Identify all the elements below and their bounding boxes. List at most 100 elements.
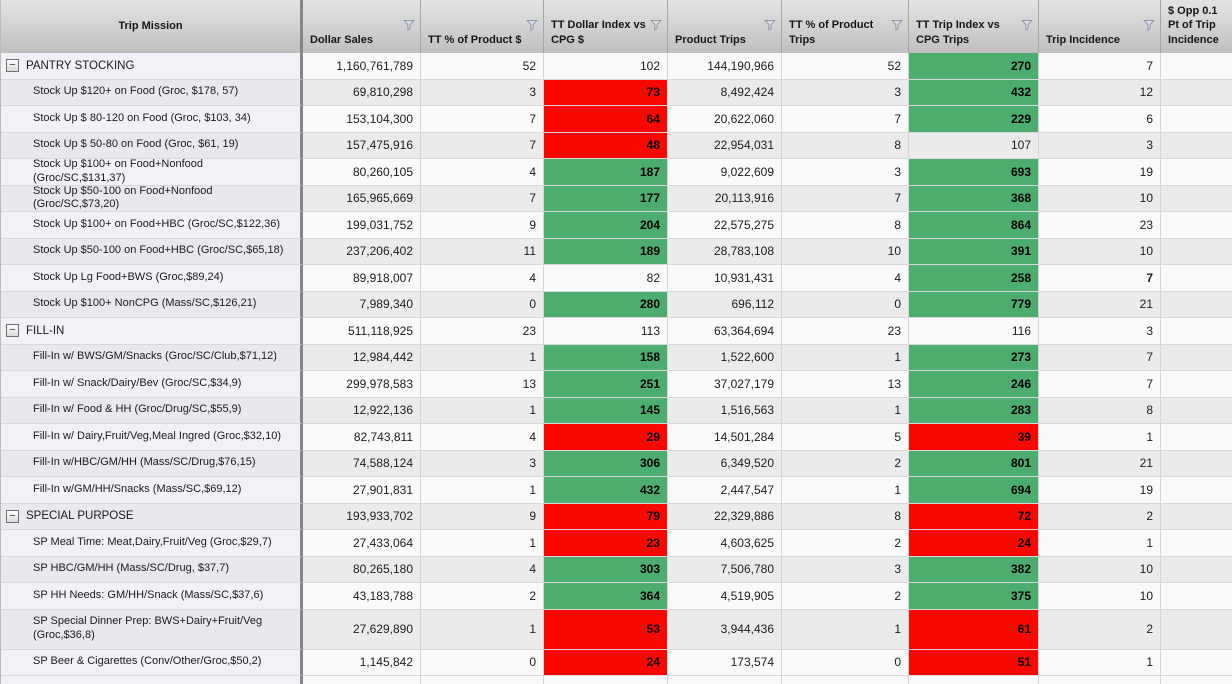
cell-pct-product-trips: 1 xyxy=(782,609,909,650)
table-row[interactable]: SP Beer & Cigarettes (Conv/Other/Groc,$5… xyxy=(1,649,1232,676)
cell-pct-product-trips: 13 xyxy=(782,371,909,398)
group-row[interactable]: − PANTRY STOCKING 1,160,761,789 52 102 144,19… xyxy=(1,53,1232,80)
cell-trip-index: 382 xyxy=(909,556,1039,583)
column-header-pct-trips[interactable]: TT % of Product Trips xyxy=(782,0,909,53)
cell-opp-trip-incidence xyxy=(1161,609,1232,650)
minus-icon: − xyxy=(9,59,16,72)
collapse-button[interactable]: − xyxy=(6,59,19,73)
table-row[interactable]: Stock Up $120+ on Food (Groc, $178, 57) 6… xyxy=(1,79,1232,106)
cell-pct-product-trips: 3 xyxy=(782,159,909,186)
cell-dollar-index: 102 xyxy=(544,53,668,80)
table-row[interactable]: Stock Up $100+ NonCPG (Mass/SC,$126,21) 7… xyxy=(1,291,1232,318)
table-row[interactable]: Fill-In w/ Food & HH (Groc/Drug/SC,$55,9… xyxy=(1,397,1232,424)
cell-trip-incidence: 7 xyxy=(1039,265,1161,292)
cell-dollar-sales: 7,989,340 xyxy=(303,291,421,318)
cell-dollar-sales: 69,810,298 xyxy=(303,79,421,106)
cell-dollar-index: 251 xyxy=(544,371,668,398)
group-row[interactable]: − FILL-IN 511,118,925 23 113 63,364,694 23 116 3 xyxy=(1,318,1232,345)
cell-trip-mission: Stock Up $100+ NonCPG (Mass/SC,$126,21) xyxy=(1,291,303,318)
cell-opp-trip-incidence xyxy=(1161,212,1232,239)
trip-mission-label: SP HH Needs: GM/HH/Snack (Mass/SC,$37,6) xyxy=(33,588,264,601)
column-header-dollar-index[interactable]: TT Dollar Index vs CPG $ xyxy=(544,0,668,53)
cell-trip-mission: Stock Up $100+ on Food+HBC (Groc/SC,$122… xyxy=(1,212,303,239)
table-row[interactable]: Fill-In w/ Snack/Dairy/Bev (Groc/SC,$34,… xyxy=(1,371,1232,398)
column-header-label: TT Trip Index vs CPG Trips xyxy=(916,19,1000,46)
filter-icon[interactable] xyxy=(526,19,538,35)
cell-dollar-index: 73 xyxy=(544,79,668,106)
trip-mission-label: SPECIAL PURPOSE xyxy=(26,510,134,523)
table-row[interactable]: Fill-In w/HBC/GM/HH (Mass/SC/Drug,$76,15… xyxy=(1,450,1232,477)
filter-icon[interactable] xyxy=(1143,19,1155,35)
table-row[interactable]: SP HH Needs: GM/HH/Snack (Mass/SC,$37,6)… xyxy=(1,583,1232,610)
cell-product-trips: 4,603,625 xyxy=(668,530,782,557)
column-header-label[interactable]: Trip Mission xyxy=(1,0,303,53)
group-row[interactable]: − SPECIAL PURPOSE 193,933,702 9 79 22,329,886… xyxy=(1,503,1232,530)
cell-pct-product-dollars: 7 xyxy=(421,132,544,159)
filter-icon[interactable] xyxy=(764,19,776,35)
cell-trip-index: 246 xyxy=(909,371,1039,398)
cell-pct-product-trips: 1 xyxy=(782,477,909,504)
cell-trip-incidence: 7 xyxy=(1039,53,1161,80)
column-header-trip-index[interactable]: TT Trip Index vs CPG Trips xyxy=(909,0,1039,53)
cell-pct-product-dollars: 4 xyxy=(421,556,544,583)
column-header-trip-incidence[interactable]: Trip Incidence xyxy=(1039,0,1161,53)
table-row[interactable]: Stock Up $50-100 on Food+Nonfood (Groc/S… xyxy=(1,185,1232,212)
cell-pct-product-dollars: 52 xyxy=(421,53,544,80)
collapse-button[interactable]: − xyxy=(6,324,19,338)
cell-trip-index: 258 xyxy=(909,265,1039,292)
filter-icon[interactable] xyxy=(1021,19,1033,35)
cell-trip-index: 432 xyxy=(909,79,1039,106)
table-row[interactable]: SP Special Dinner Prep: BWS+Dairy+Fruit/… xyxy=(1,609,1232,650)
table-row[interactable]: Stock Up $100+ on Food+Nonfood (Groc/SC,… xyxy=(1,159,1232,186)
column-header-product-trips[interactable]: Product Trips xyxy=(668,0,782,53)
minus-icon: − xyxy=(9,509,16,522)
cell-dollar-index: 64 xyxy=(544,106,668,133)
cell-pct-product-dollars: 23 xyxy=(421,318,544,345)
cell-trip-index xyxy=(909,676,1039,684)
filter-icon[interactable] xyxy=(650,19,662,35)
cell-product-trips: 37,027,179 xyxy=(668,371,782,398)
cell-pct-product-dollars: 7 xyxy=(421,185,544,212)
cell-dollar-index: 432 xyxy=(544,477,668,504)
cell-dollar-sales: 43,183,788 xyxy=(303,583,421,610)
trip-mission-label: Stock Up Lg Food+BWS (Groc,$89,24) xyxy=(33,270,224,283)
table-row[interactable]: Fill-In w/ Dairy,Fruit/Veg,Meal Ingred (… xyxy=(1,424,1232,451)
table-row[interactable]: Stock Up $50-100 on Food+HBC (Groc/SC,$6… xyxy=(1,238,1232,265)
filter-icon[interactable] xyxy=(891,19,903,35)
cell-trip-mission: − FILL-IN xyxy=(1,318,303,345)
column-header-opp[interactable]: $ Opp 0.1 Pt of Trip Incidence xyxy=(1161,0,1232,53)
table-row[interactable]: SP HBC/GM/HH (Mass/SC/Drug, $37,7) 80,265… xyxy=(1,556,1232,583)
cell-pct-product-trips: 52 xyxy=(782,53,909,80)
table-row[interactable]: Stock Up $ 80-120 on Food (Groc, $103, 3… xyxy=(1,106,1232,133)
cell-opp-trip-incidence xyxy=(1161,132,1232,159)
table-row[interactable]: Fill-In w/GM/HH/Snacks (Mass/SC,$69,12) 2… xyxy=(1,477,1232,504)
table-row[interactable]: Fill-In w/ BWS/GM/Snacks (Groc/SC/Club,$… xyxy=(1,344,1232,371)
trip-mission-label: Stock Up $100+ on Food+HBC (Groc/SC,$122… xyxy=(33,217,281,230)
table-row[interactable]: Stock Up $ 50-80 on Food (Groc, $61, 19)… xyxy=(1,132,1232,159)
cell-trip-index: 283 xyxy=(909,397,1039,424)
cell-trip-incidence: 10 xyxy=(1039,238,1161,265)
column-header-label: $ Opp 0.1 Pt of Trip Incidence xyxy=(1168,5,1219,46)
cell-trip-mission: Fill-In w/ Food & HH (Groc/Drug/SC,$55,9… xyxy=(1,397,303,424)
cell-opp-trip-incidence xyxy=(1161,185,1232,212)
table-row[interactable]: SP Meal Time: Meat,Dairy,Fruit/Veg (Groc… xyxy=(1,530,1232,557)
cell-trip-incidence: 23 xyxy=(1039,212,1161,239)
column-header-label: Product Trips xyxy=(675,33,746,46)
filter-icon[interactable] xyxy=(403,19,415,35)
column-header-pct-dollars[interactable]: TT % of Product $ xyxy=(421,0,544,53)
trip-mission-label: SP Special Dinner Prep: BWS+Dairy+Fruit/… xyxy=(33,615,263,641)
cell-dollar-index: 23 xyxy=(544,530,668,557)
column-header-dollar-sales[interactable]: Dollar Sales xyxy=(303,0,421,53)
cell-trip-index: 273 xyxy=(909,344,1039,371)
table-row[interactable]: Stock Up Lg Food+BWS (Groc,$89,24) 89,918… xyxy=(1,265,1232,292)
cell-pct-product-trips: 10 xyxy=(782,238,909,265)
cell-pct-product-trips: 3 xyxy=(782,79,909,106)
table-row[interactable]: Stock Up $100+ on Food+HBC (Groc/SC,$122… xyxy=(1,212,1232,239)
cell-dollar-index: 158 xyxy=(544,344,668,371)
cell-opp-trip-incidence xyxy=(1161,397,1232,424)
cell-dollar-index: 79 xyxy=(544,503,668,530)
cell-dollar-index: 29 xyxy=(544,424,668,451)
collapse-button[interactable]: − xyxy=(6,509,19,523)
table-row[interactable] xyxy=(1,676,1232,684)
cell-dollar-index: 48 xyxy=(544,132,668,159)
